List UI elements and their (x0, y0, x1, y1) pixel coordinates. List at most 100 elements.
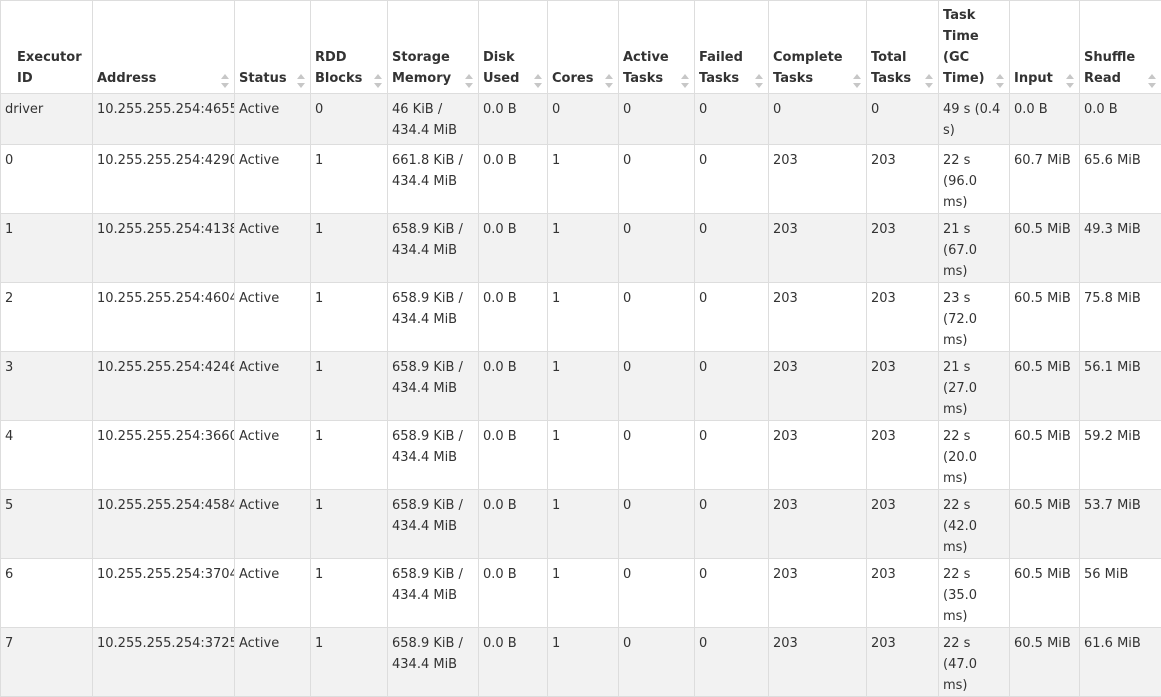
cell-task-time: 21 s (67.0 ms) (939, 214, 1010, 283)
header-row: Executor ID Address Status RDD Blocks St… (1, 1, 1161, 94)
cell-rdd-blocks: 1 (311, 490, 388, 559)
sort-arrows-icon[interactable] (755, 74, 764, 88)
sort-arrows-icon[interactable] (374, 74, 383, 88)
column-header-failed-tasks[interactable]: Failed Tasks (695, 1, 769, 94)
cell-status: Active (235, 94, 311, 145)
cell-address: 10.255.255.254:46559 (93, 94, 235, 145)
cell-task-time: 22 s (35.0 ms) (939, 559, 1010, 628)
column-header-label: Failed Tasks (699, 47, 752, 89)
cell-active-tasks: 0 (619, 352, 695, 421)
sort-arrows-icon[interactable] (996, 74, 1005, 88)
cell-complete-tasks: 203 (769, 421, 867, 490)
column-header-disk-used[interactable]: Disk Used (479, 1, 548, 94)
cell-status: Active (235, 559, 311, 628)
cell-shuffle-read: 75.8 MiB (1080, 283, 1161, 352)
cell-storage-memory: 661.8 KiB / 434.4 MiB (388, 145, 479, 214)
cell-status: Active (235, 145, 311, 214)
cell-failed-tasks: 0 (695, 214, 769, 283)
column-header-label: Address (97, 68, 218, 89)
cell-rdd-blocks: 1 (311, 145, 388, 214)
cell-failed-tasks: 0 (695, 628, 769, 697)
cell-address: 10.255.255.254:45845 (93, 490, 235, 559)
column-header-rdd-blocks[interactable]: RDD Blocks (311, 1, 388, 94)
cell-complete-tasks: 203 (769, 628, 867, 697)
sort-arrows-icon[interactable] (1066, 74, 1075, 88)
cell-total-tasks: 203 (867, 214, 939, 283)
column-header-complete-tasks[interactable]: Complete Tasks (769, 1, 867, 94)
cell-total-tasks: 203 (867, 628, 939, 697)
cell-total-tasks: 203 (867, 283, 939, 352)
cell-disk-used: 0.0 B (479, 421, 548, 490)
column-header-label: Executor ID (17, 47, 76, 89)
cell-complete-tasks: 203 (769, 490, 867, 559)
cell-address: 10.255.255.254:42901 (93, 145, 235, 214)
cell-failed-tasks: 0 (695, 352, 769, 421)
sort-arrows-icon[interactable] (681, 74, 690, 88)
cell-address: 10.255.255.254:37251 (93, 628, 235, 697)
cell-input: 60.5 MiB (1010, 352, 1080, 421)
cell-disk-used: 0.0 B (479, 214, 548, 283)
column-header-address[interactable]: Address (93, 1, 235, 94)
column-header-status[interactable]: Status (235, 1, 311, 94)
cell-storage-memory: 658.9 KiB / 434.4 MiB (388, 214, 479, 283)
cell-status: Active (235, 490, 311, 559)
column-header-task-time[interactable]: Task Time (GC Time) (939, 1, 1010, 94)
cell-total-tasks: 203 (867, 421, 939, 490)
cell-rdd-blocks: 1 (311, 352, 388, 421)
cell-active-tasks: 0 (619, 490, 695, 559)
cell-storage-memory: 658.9 KiB / 434.4 MiB (388, 559, 479, 628)
column-header-shuffle-read[interactable]: Shuffle Read (1080, 1, 1161, 94)
cell-storage-memory: 658.9 KiB / 434.4 MiB (388, 628, 479, 697)
sort-arrows-icon[interactable] (221, 74, 230, 88)
sort-arrows-icon[interactable] (925, 74, 934, 88)
sort-arrows-icon[interactable] (465, 74, 474, 88)
cell-cores: 1 (548, 283, 619, 352)
sort-arrows-icon[interactable] (297, 74, 306, 88)
column-header-total-tasks[interactable]: Total Tasks (867, 1, 939, 94)
cell-disk-used: 0.0 B (479, 352, 548, 421)
cell-task-time: 21 s (27.0 ms) (939, 352, 1010, 421)
cell-active-tasks: 0 (619, 283, 695, 352)
cell-rdd-blocks: 0 (311, 94, 388, 145)
cell-task-time: 23 s (72.0 ms) (939, 283, 1010, 352)
cell-active-tasks: 0 (619, 94, 695, 145)
cell-input: 60.5 MiB (1010, 559, 1080, 628)
sort-arrows-icon[interactable] (605, 74, 614, 88)
column-header-executor-id[interactable]: Executor ID (1, 1, 93, 94)
column-header-input[interactable]: Input (1010, 1, 1080, 94)
sort-arrows-icon[interactable] (853, 74, 862, 88)
cell-input: 60.5 MiB (1010, 214, 1080, 283)
column-header-label: Complete Tasks (773, 47, 850, 89)
cell-address: 10.255.255.254:36607 (93, 421, 235, 490)
cell-cores: 1 (548, 628, 619, 697)
cell-failed-tasks: 0 (695, 421, 769, 490)
cell-rdd-blocks: 1 (311, 421, 388, 490)
column-header-active-tasks[interactable]: Active Tasks (619, 1, 695, 94)
cell-disk-used: 0.0 B (479, 628, 548, 697)
column-header-cores[interactable]: Cores (548, 1, 619, 94)
cell-input: 60.5 MiB (1010, 490, 1080, 559)
sort-arrows-icon[interactable] (534, 74, 543, 88)
cell-rdd-blocks: 1 (311, 214, 388, 283)
cell-failed-tasks: 0 (695, 490, 769, 559)
cell-input: 0.0 B (1010, 94, 1080, 145)
cell-executor-id: 5 (1, 490, 93, 559)
cell-shuffle-read: 56 MiB (1080, 559, 1161, 628)
column-header-label: Shuffle Read (1084, 47, 1145, 89)
cell-failed-tasks: 0 (695, 94, 769, 145)
column-header-label: RDD Blocks (315, 47, 371, 89)
cell-complete-tasks: 203 (769, 145, 867, 214)
cell-cores: 1 (548, 145, 619, 214)
cell-disk-used: 0.0 B (479, 283, 548, 352)
cell-shuffle-read: 65.6 MiB (1080, 145, 1161, 214)
sort-arrows-icon[interactable] (1148, 74, 1157, 88)
cell-shuffle-read: 53.7 MiB (1080, 490, 1161, 559)
cell-cores: 1 (548, 421, 619, 490)
column-header-label: Status (239, 68, 294, 89)
column-header-storage-memory[interactable]: Storage Memory (388, 1, 479, 94)
